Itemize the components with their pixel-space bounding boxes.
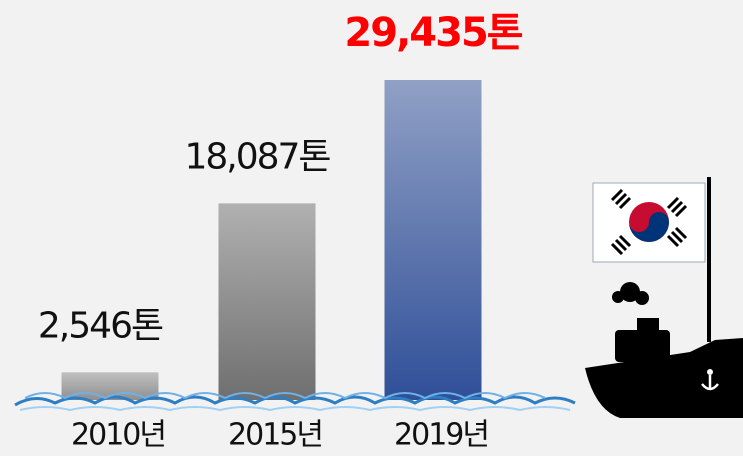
page: 2,546톤2010년18,087톤2015년29,435톤2019년 (() … — [0, 0, 743, 456]
value-label: 18,087톤 — [184, 136, 330, 177]
x-tick-label: 2010년 — [71, 418, 165, 453]
value-label: 2,546톤 — [38, 305, 163, 346]
chart: 2,546톤 2010년 18,087톤 2015년 29,435톤 2019년 — [0, 0, 743, 456]
bar — [219, 203, 316, 400]
x-tick-label: 2015년 — [228, 418, 322, 453]
value-label: 29,435톤 — [344, 10, 522, 56]
x-tick-label: 2019년 — [394, 418, 488, 453]
bar — [385, 80, 482, 400]
